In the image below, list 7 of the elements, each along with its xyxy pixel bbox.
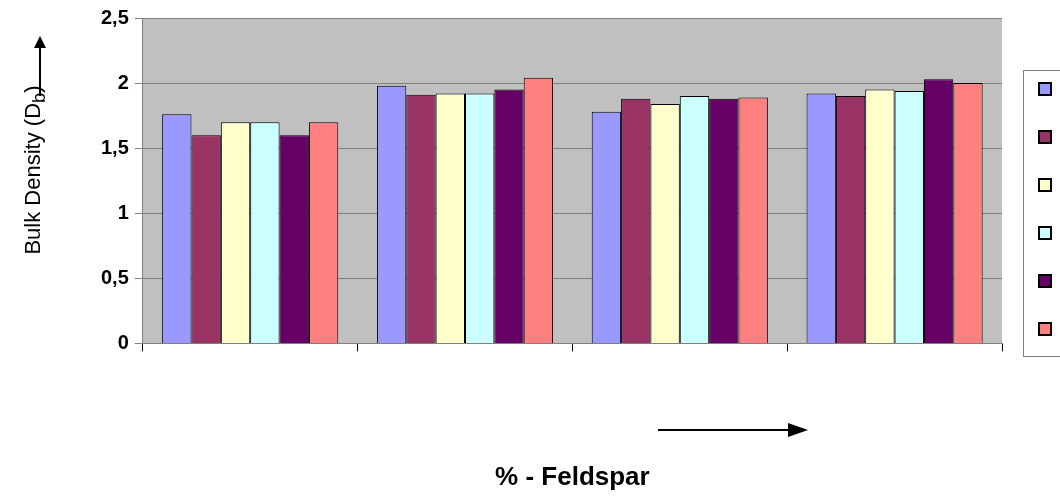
y-tick-label: 2 — [117, 70, 129, 93]
y-tick-label: 1,5 — [100, 135, 129, 158]
y-tick-label: 0 — [117, 330, 129, 353]
y-tick-label: 1 — [117, 200, 129, 223]
y-tick-label: 0,5 — [100, 265, 129, 288]
x-axis-title: % - Feldspar — [495, 460, 650, 491]
y-tick-label: 2,5 — [100, 5, 129, 28]
